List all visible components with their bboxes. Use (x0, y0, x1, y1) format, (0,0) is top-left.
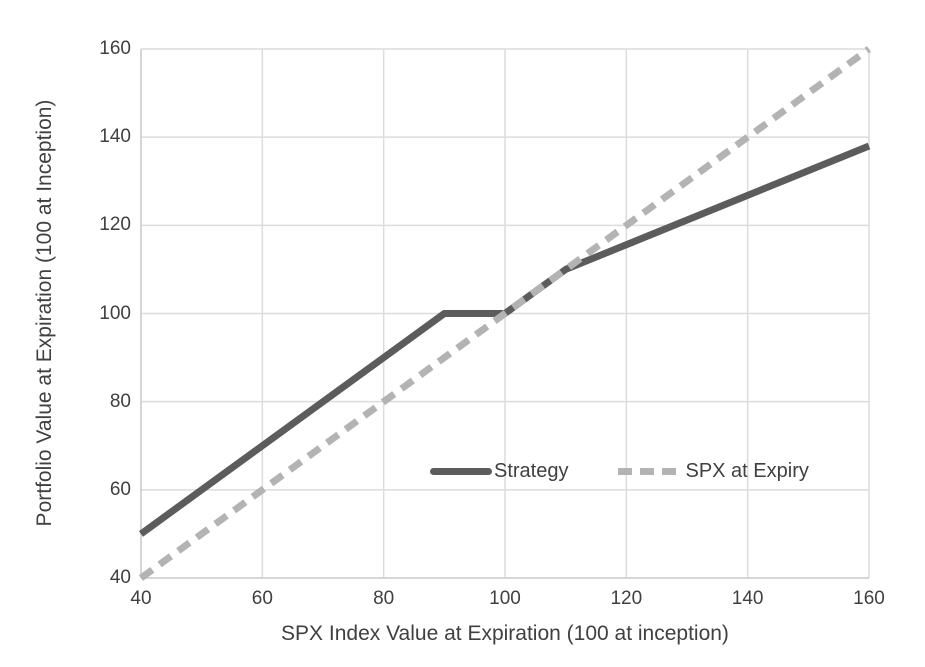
legend-label-strategy: Strategy (494, 460, 569, 482)
dash-segment-icon (662, 467, 677, 475)
y-tick-label: 160 (99, 38, 131, 59)
y-tick-label: 140 (99, 126, 131, 148)
y-tick-label: 100 (99, 302, 131, 324)
x-tick-label: 60 (251, 588, 273, 609)
x-tick-label: 140 (731, 588, 764, 609)
legend: Strategy SPX at Expiry (430, 458, 809, 484)
x-tick-label: 160 (853, 588, 885, 609)
legend-item-strategy: Strategy (430, 458, 568, 484)
axis-lines (140, 49, 869, 579)
series-lines (138, 46, 872, 581)
y-tick-label: 40 (109, 567, 131, 588)
x-tick-label: 120 (610, 588, 643, 609)
dash-segment-icon (618, 467, 633, 475)
strategy-line-swatch-icon (430, 467, 492, 475)
y-axis-title: Portfolio Value at Expiration (100 at In… (33, 99, 56, 527)
y-tick-label: 60 (109, 478, 131, 500)
legend-label-spx-at-expiry: SPX at Expiry (685, 460, 809, 482)
x-tick-label: 80 (373, 588, 395, 609)
x-tick-label: 100 (489, 588, 521, 609)
dash-segment-icon (640, 467, 655, 475)
spx-at-expiry-line (138, 46, 872, 581)
y-tick-label: 120 (99, 214, 131, 236)
x-axis-title: SPX Index Value at Expiration (100 at in… (281, 622, 729, 645)
x-tick-label: 40 (130, 588, 152, 609)
y-tick-label: 80 (109, 390, 131, 412)
legend-item-spx-at-expiry: SPX at Expiry (618, 458, 809, 484)
spx-dashed-swatch-icon (618, 467, 677, 475)
